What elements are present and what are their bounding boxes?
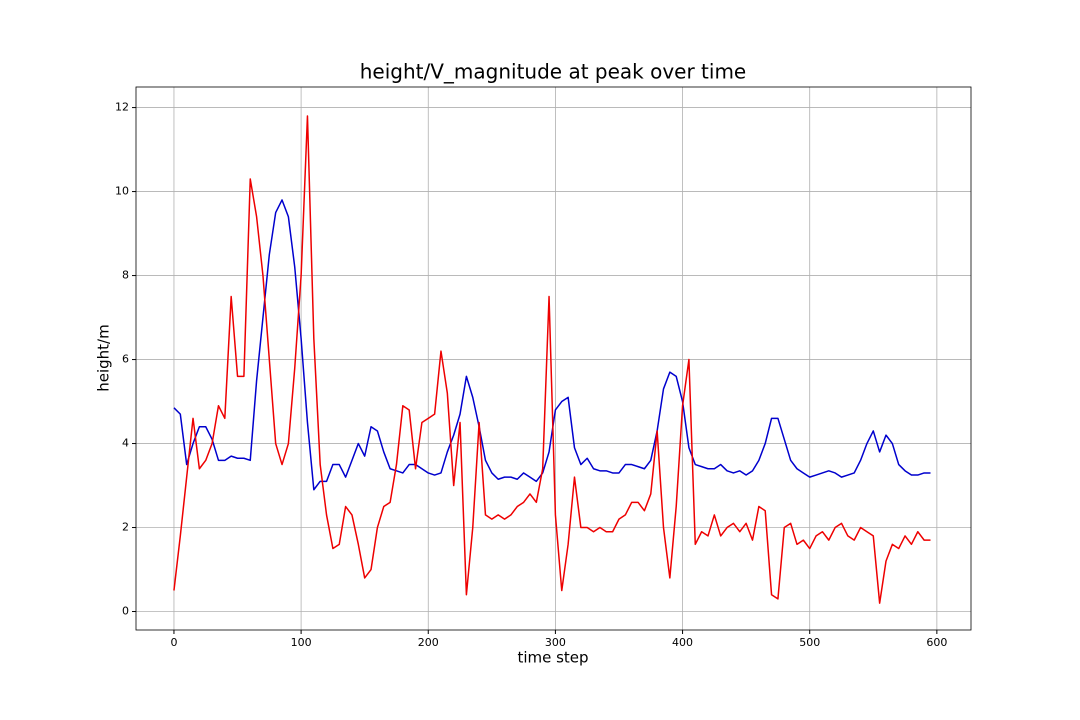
x-tick-label: 100 xyxy=(291,636,312,649)
plot-frame xyxy=(135,86,972,631)
x-axis-label: time step xyxy=(517,649,588,667)
x-tick-label: 400 xyxy=(672,636,693,649)
y-tick-label: 6 xyxy=(122,353,129,366)
y-tick-label: 0 xyxy=(122,605,129,618)
y-axis-label: height/m xyxy=(95,324,113,391)
y-tick-label: 4 xyxy=(122,437,129,450)
y-tick-label: 2 xyxy=(122,521,129,534)
x-tick-label: 200 xyxy=(418,636,439,649)
data-line xyxy=(173,115,931,604)
y-tick-label: 10 xyxy=(115,185,129,198)
x-tick-label: 600 xyxy=(926,636,947,649)
chart-title: height/V_magnitude at peak over time xyxy=(360,60,747,84)
x-tick-label: 0 xyxy=(170,636,177,649)
y-tick-label: 12 xyxy=(115,101,129,114)
x-tick-label: 300 xyxy=(545,636,566,649)
x-tick-label: 500 xyxy=(799,636,820,649)
y-tick-label: 8 xyxy=(122,269,129,282)
